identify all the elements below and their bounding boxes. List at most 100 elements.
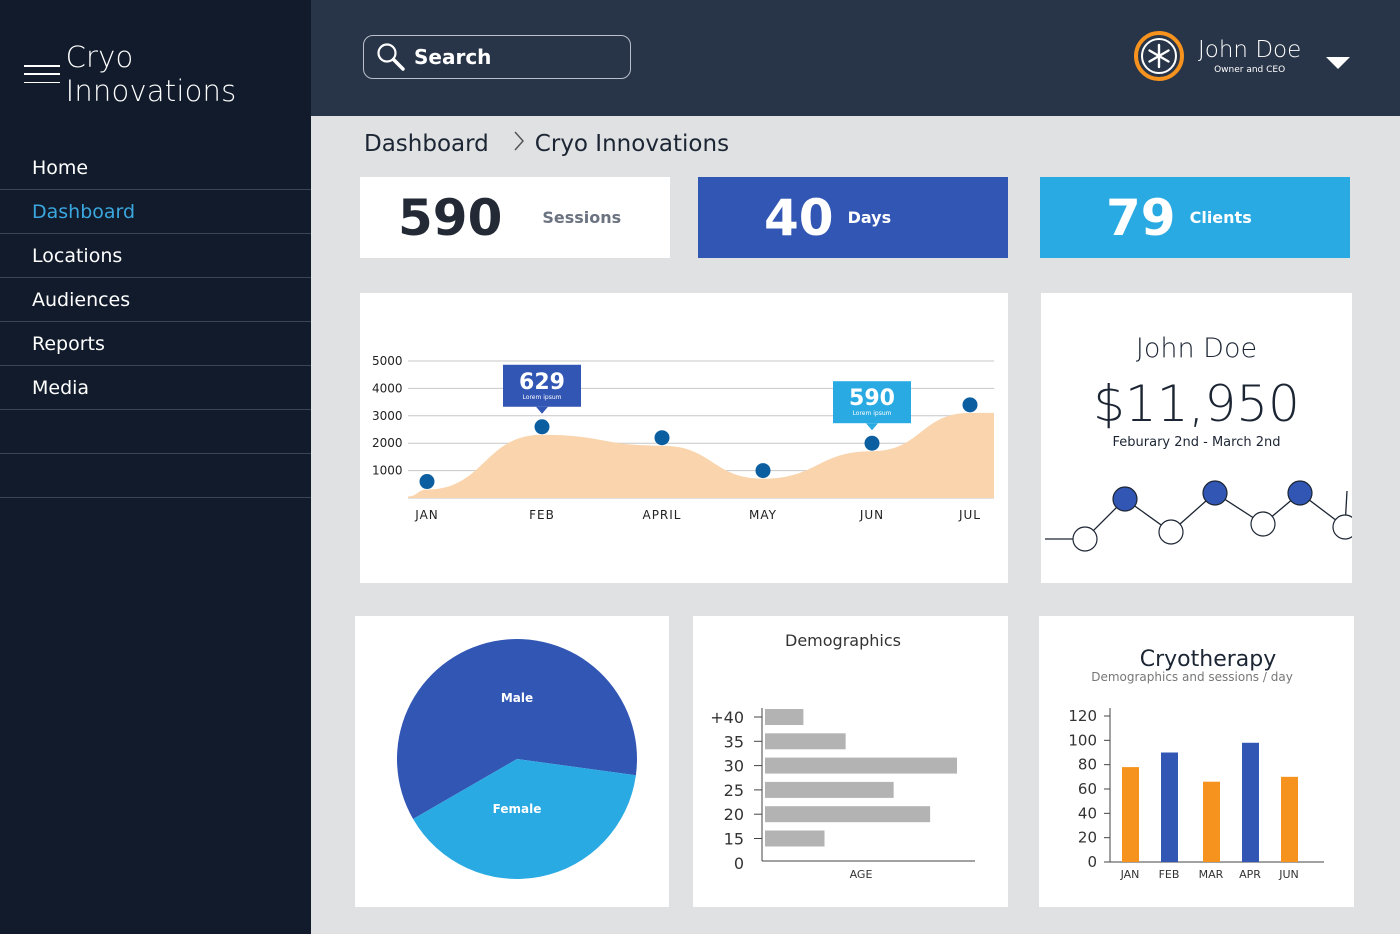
revenue-card: John Doe $11,950 Feburary 2nd - March 2n… (1041, 293, 1352, 583)
sidebar-item-home[interactable]: Home (0, 146, 311, 190)
x-tick-label: MAR (1199, 868, 1224, 881)
search-icon (377, 43, 405, 71)
y-tick-label: 35 (724, 732, 744, 751)
revenue-period: Feburary 2nd - March 2nd (1112, 435, 1281, 450)
app-title: Cryo Innovations (65, 40, 237, 108)
avatar[interactable] (1134, 31, 1184, 81)
x-tick-label: JAN (414, 508, 439, 522)
y-tick-label: 20 (1078, 829, 1097, 847)
data-point[interactable] (962, 397, 978, 413)
demographics-bar-chart: Demographics +40 35 30 25 20 15 0 AGE (710, 631, 975, 881)
data-point[interactable] (864, 435, 880, 451)
sidebar-item-empty-6 (0, 410, 311, 454)
revenue-amount: $11,950 (1093, 375, 1300, 433)
stat-label: Days (847, 208, 892, 227)
y-tick-label: 1000 (372, 464, 403, 478)
x-tick-label: JUN (1278, 868, 1299, 881)
x-tick-label: JAN (1120, 868, 1140, 881)
pie-chart: Male Female (397, 639, 637, 880)
sessions-chart-card: 1000 2000 3000 4000 5000 JAN FEB APRIL MAY JUN JUL… (360, 293, 1008, 583)
sidebar-item-dashboard[interactable]: Dashboard (0, 190, 311, 234)
sidebar-item-audiences[interactable]: Audiences (0, 278, 311, 322)
sidebar-item-reports[interactable]: Reports (0, 322, 311, 366)
sparkline-point (1332, 514, 1352, 540)
y-tick-label: 25 (724, 781, 744, 800)
bar[interactable] (765, 806, 931, 823)
stat-value: 79 (1106, 188, 1176, 247)
chevron-right-icon (513, 130, 525, 158)
sidebar: Cryo Innovations Home Dashboard Locations A… (0, 0, 311, 934)
bar[interactable] (1203, 781, 1220, 862)
sparkline-point (1250, 511, 1276, 537)
x-tick-label: JUN (859, 508, 884, 522)
bar[interactable] (765, 757, 957, 774)
breadcrumb-root[interactable]: Dashboard (364, 131, 489, 157)
data-point[interactable] (654, 430, 670, 446)
data-point[interactable] (534, 419, 550, 435)
demographics-card: Demographics +40 35 30 25 20 15 0 AGE (693, 616, 1008, 907)
area-fill (408, 412, 994, 498)
bar[interactable] (1161, 752, 1178, 863)
x-tick-label: FEB (1159, 868, 1180, 881)
y-tick-label: 3000 (372, 409, 403, 423)
x-tick-label: FEB (529, 508, 555, 522)
chart-title: Cryotherapy (1140, 647, 1277, 672)
chart-subtitle: Demographics and sessions / day (1091, 670, 1293, 684)
x-tick-label: APRIL (642, 508, 681, 522)
callout-value: 629 (519, 370, 565, 395)
bar[interactable] (765, 781, 894, 798)
chevron-down-icon[interactable] (1326, 57, 1350, 69)
bar[interactable] (1281, 776, 1298, 862)
data-point[interactable] (755, 463, 771, 479)
x-axis-label: AGE (850, 868, 873, 881)
sidebar-item-locations[interactable]: Locations (0, 234, 311, 278)
data-point[interactable] (419, 474, 435, 490)
user-menu[interactable]: John Doe Owner and CEO (1134, 31, 1301, 81)
bar[interactable] (765, 709, 804, 725)
y-tick-label: 100 (1068, 731, 1097, 749)
hamburger-menu-icon[interactable] (24, 65, 60, 83)
y-tick-label: 40 (1078, 804, 1097, 822)
y-tick-label: 60 (1078, 780, 1097, 798)
user-name: John Doe (1198, 37, 1302, 63)
search-box[interactable]: Search (363, 35, 631, 79)
user-role: Owner and CEO (1214, 65, 1286, 75)
y-tick-label: +40 (710, 708, 744, 727)
callout-value: 590 (849, 386, 895, 411)
bar[interactable] (1122, 767, 1139, 862)
stat-card-days: 40 Days (698, 177, 1008, 258)
sparkline-point (1158, 519, 1184, 545)
y-tick-label: 30 (724, 757, 744, 776)
bar[interactable] (765, 830, 825, 847)
pie-label-male: Male (501, 691, 533, 705)
sparkline-point (1072, 526, 1098, 552)
y-tick-label: 20 (724, 805, 744, 824)
sidebar-item-media[interactable]: Media (0, 366, 311, 410)
pie-slice-female[interactable] (413, 759, 636, 880)
callout-pointer (866, 423, 878, 431)
cryotherapy-card: Cryotherapy Demographics and sessions / d… (1039, 616, 1354, 907)
top-bar: Search John Doe Owner and CEO (311, 0, 1400, 116)
stat-value: 40 (764, 188, 834, 247)
breadcrumb: Dashboard Cryo Innovations (364, 130, 729, 158)
bar[interactable] (765, 733, 846, 750)
x-tick-label: JUL (958, 508, 981, 522)
search-label: Search (414, 45, 492, 69)
pie-slice-male[interactable] (397, 639, 637, 819)
x-tick-label: APR (1239, 868, 1261, 881)
y-tick-label: 120 (1068, 707, 1097, 725)
stat-card-sessions: 590 Sessions (360, 177, 670, 258)
brand: Cryo Innovations (24, 40, 311, 108)
breadcrumb-current: Cryo Innovations (534, 131, 730, 157)
callout-pointer (536, 406, 548, 414)
bar[interactable] (1242, 742, 1259, 862)
stat-label: Clients (1189, 208, 1252, 227)
stat-card-clients: 79 Clients (1040, 177, 1350, 258)
area-chart: 1000 2000 3000 4000 5000 JAN FEB APRIL MAY JUN JUL… (372, 354, 994, 522)
chart-title: Demographics (785, 631, 901, 650)
sparkline-point (1202, 480, 1228, 506)
y-tick-label: 0 (1087, 853, 1097, 871)
sidebar-nav: Home Dashboard Locations Audiences Reports Me… (0, 146, 311, 498)
